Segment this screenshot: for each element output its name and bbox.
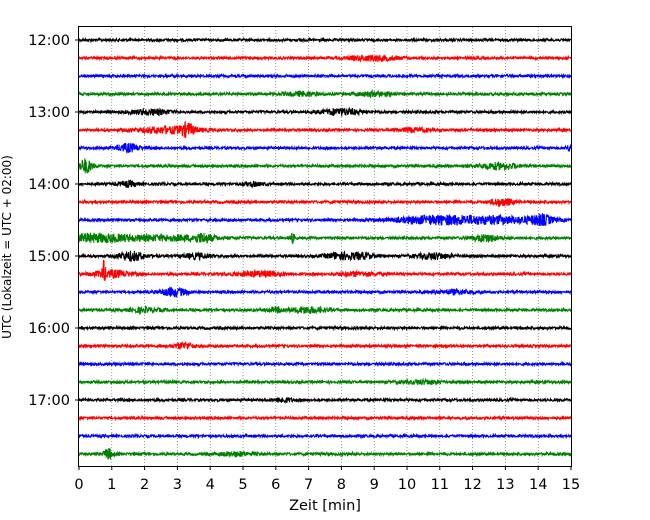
x-tick-label: 6 xyxy=(271,477,280,493)
x-tick-label: 10 xyxy=(398,477,416,493)
trace-group xyxy=(78,36,572,460)
x-tick-label: 8 xyxy=(337,477,346,493)
seismic-trace xyxy=(78,286,572,298)
seismic-trace xyxy=(78,232,572,244)
x-tick-label: 1 xyxy=(107,477,116,493)
plot-frame xyxy=(78,26,572,467)
y-tick-label: 16:00 xyxy=(28,321,70,337)
x-tick-label: 15 xyxy=(562,477,580,493)
x-tick-label: 14 xyxy=(529,477,547,493)
grid-lines xyxy=(111,27,539,466)
seismic-trace xyxy=(78,36,572,44)
seismic-trace xyxy=(78,72,572,80)
seismic-trace xyxy=(78,142,572,154)
seismic-trace xyxy=(78,360,572,368)
seismic-trace xyxy=(78,324,572,332)
x-tick-label: 11 xyxy=(431,477,449,493)
seismic-trace xyxy=(78,432,572,440)
seismic-trace xyxy=(78,120,572,139)
y-tick-label: 15:00 xyxy=(28,249,70,265)
x-tick-label: 12 xyxy=(463,477,481,493)
x-tick-label: 3 xyxy=(173,477,182,493)
seismic-trace xyxy=(78,259,572,282)
seismic-trace xyxy=(78,304,572,316)
seismic-trace xyxy=(78,106,572,117)
seismic-trace xyxy=(78,448,572,460)
seismic-trace xyxy=(78,89,572,99)
y-tick-label: 14:00 xyxy=(28,177,70,193)
seismic-trace xyxy=(78,158,572,174)
x-tick-label: 4 xyxy=(206,477,215,493)
x-tick-label: 13 xyxy=(496,477,514,493)
seismic-trace xyxy=(78,396,572,404)
seismic-trace xyxy=(78,198,572,208)
seismic-trace xyxy=(78,249,572,262)
seismic-trace xyxy=(78,213,572,226)
seismic-trace xyxy=(78,414,572,422)
seismic-trace xyxy=(78,54,572,63)
x-tick-label: 5 xyxy=(238,477,247,493)
x-axis-label: Zeit [min] xyxy=(289,498,361,514)
x-tick-label: 7 xyxy=(304,477,313,493)
y-axis: 12:00 13:00 14:00 15:00 16:00 17:00 xyxy=(28,33,79,409)
seismic-trace xyxy=(78,340,572,350)
seismic-trace xyxy=(78,179,572,189)
y-tick-label: 13:00 xyxy=(28,105,70,121)
y-tick-label: 17:00 xyxy=(28,393,70,409)
x-tick-label: 9 xyxy=(370,477,379,493)
x-axis: 0 1 2 3 4 5 6 7 8 9 10 11 12 13 14 15 xyxy=(74,466,580,493)
x-tick-label: 0 xyxy=(74,477,83,493)
y-axis-label: UTC (Lokalzeit = UTC + 02:00) xyxy=(0,155,14,339)
x-tick-label: 2 xyxy=(140,477,149,493)
y-tick-label: 12:00 xyxy=(28,33,70,49)
seismic-trace xyxy=(78,377,572,386)
